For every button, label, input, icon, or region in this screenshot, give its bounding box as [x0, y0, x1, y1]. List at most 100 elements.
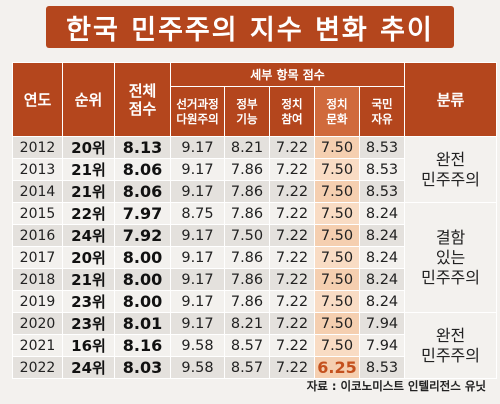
header-government-function: 정부 기능	[224, 86, 270, 137]
total-score-cell: 7.97	[114, 202, 171, 225]
table-row: 2016 24위 7.92 9.17 7.50 7.22 7.50 8.24	[12, 224, 497, 247]
government-function-cell: 8.21	[224, 136, 270, 159]
header-rank: 순위	[62, 62, 115, 137]
year-cell: 2015	[12, 202, 63, 225]
header-line: 정부	[236, 96, 258, 111]
rank-cell: 23위	[62, 312, 115, 335]
total-score-cell: 8.06	[114, 180, 171, 203]
government-function-cell: 8.57	[224, 356, 270, 379]
civil-liberties-cell: 8.24	[358, 224, 406, 247]
year-cell: 2018	[12, 268, 63, 291]
year-cell: 2019	[12, 290, 63, 313]
political-culture-cell: 7.50	[314, 246, 360, 269]
year-cell: 2021	[12, 334, 63, 357]
header-political-culture: 정치 문화	[314, 86, 360, 137]
electoral-pluralism-cell: 9.17	[170, 180, 225, 203]
political-culture-cell: 7.50	[314, 290, 360, 313]
header-line: 다원주의	[176, 111, 219, 126]
classification-line: 있는	[435, 247, 466, 267]
government-function-cell: 7.86	[224, 246, 270, 269]
civil-liberties-cell: 7.94	[358, 312, 406, 335]
classification-line: 민주주의	[421, 345, 480, 365]
political-culture-cell: 7.50	[314, 136, 360, 159]
table-row: 2015 22위 7.97 8.75 7.86 7.22 7.50 8.24 결함 있는 민주주의	[12, 202, 498, 313]
table-row: 2013 21위 8.06 9.17 7.86 7.22 7.50 8.53	[12, 158, 497, 181]
civil-liberties-cell: 8.53	[358, 136, 406, 159]
government-function-cell: 7.86	[224, 290, 270, 313]
civil-liberties-cell: 8.53	[358, 180, 406, 203]
electoral-pluralism-cell: 8.75	[170, 202, 225, 225]
political-culture-cell: 7.50	[314, 202, 360, 225]
classification-line: 민주주의	[421, 169, 480, 189]
electoral-pluralism-cell: 9.58	[170, 334, 225, 357]
table-row: 2012 20위 8.13 9.17 8.21 7.22 7.50 8.53 완전 민주주의	[12, 136, 498, 203]
rank-cell: 24위	[62, 224, 115, 247]
classification-cell: 결함 있는 민주주의	[404, 202, 498, 313]
header-detail-group: 세부 항목 점수	[169, 62, 406, 87]
total-score-cell: 8.00	[114, 246, 171, 269]
header-total-line: 전체	[128, 81, 157, 100]
political-participation-cell: 7.22	[269, 136, 315, 159]
electoral-pluralism-cell: 9.17	[170, 312, 225, 335]
political-culture-cell: 7.50	[314, 334, 360, 357]
rank-cell: 21위	[62, 158, 115, 181]
classification-line: 완전	[435, 149, 466, 169]
total-score-cell: 7.92	[114, 224, 171, 247]
page-title: 한국 민주주의 지수 변화 추이	[46, 6, 454, 48]
header-line: 정치	[326, 96, 348, 111]
table-row: 2022 24위 8.03 9.58 8.57 7.22 6.25 8.53	[12, 356, 497, 379]
total-score-cell: 8.13	[114, 136, 171, 159]
header-political-participation: 정치 참여	[269, 86, 315, 137]
government-function-cell: 7.86	[224, 202, 270, 225]
year-cell: 2017	[12, 246, 63, 269]
table-row: 2021 16위 8.16 9.58 8.57 7.22 7.50 7.94	[12, 334, 497, 357]
total-score-cell: 8.00	[114, 268, 171, 291]
table-body: 2012 20위 8.13 9.17 8.21 7.22 7.50 8.53 완전 민주주의 201…	[12, 136, 498, 379]
electoral-pluralism-cell: 9.17	[170, 224, 225, 247]
rank-cell: 22위	[62, 202, 115, 225]
civil-liberties-cell: 8.24	[358, 268, 406, 291]
classification-line: 민주주의	[421, 267, 480, 287]
year-cell: 2013	[12, 158, 63, 181]
header-total: 전체 점수	[114, 62, 171, 137]
table-row: 2018 21위 8.00 9.17 7.86 7.22 7.50 8.24	[12, 268, 497, 291]
year-cell: 2012	[12, 136, 63, 159]
year-cell: 2020	[12, 312, 63, 335]
political-culture-cell: 7.50	[314, 268, 360, 291]
rank-cell: 21위	[62, 180, 115, 203]
electoral-pluralism-cell: 9.17	[170, 136, 225, 159]
political-culture-cell: 7.50	[314, 224, 360, 247]
table-row: 2014 21위 8.06 9.17 7.86 7.22 7.50 8.53	[12, 180, 497, 203]
header-line: 자유	[371, 111, 393, 126]
government-function-cell: 8.57	[224, 334, 270, 357]
political-participation-cell: 7.22	[269, 202, 315, 225]
header-civil-liberties: 국민 자유	[358, 86, 406, 137]
table-row: 2017 20위 8.00 9.17 7.86 7.22 7.50 8.24	[12, 246, 497, 269]
rank-cell: 24위	[62, 356, 115, 379]
political-culture-cell: 7.50	[314, 158, 360, 181]
civil-liberties-cell: 8.24	[358, 246, 406, 269]
civil-liberties-cell: 8.53	[358, 356, 406, 379]
header-line: 참여	[281, 111, 303, 126]
total-score-cell: 8.00	[114, 290, 171, 313]
political-participation-cell: 7.22	[269, 334, 315, 357]
political-participation-cell: 7.22	[269, 246, 315, 269]
header-total-line: 점수	[128, 99, 157, 118]
democracy-index-table: 연도 순위 전체 점수 세부 항목 점수 분류 선거과정 다원주의 정부 기능 …	[12, 62, 498, 379]
electoral-pluralism-cell: 9.17	[170, 246, 225, 269]
civil-liberties-cell: 8.24	[358, 202, 406, 225]
header-line: 문화	[326, 111, 348, 126]
header-line: 국민	[371, 96, 393, 111]
political-participation-cell: 7.22	[269, 224, 315, 247]
electoral-pluralism-cell: 9.17	[170, 158, 225, 181]
total-score-cell: 8.01	[114, 312, 171, 335]
table-row: 2020 23위 8.01 9.17 8.21 7.22 7.50 7.94 완전 민주주의	[12, 312, 498, 379]
header-year: 연도	[12, 62, 63, 137]
civil-liberties-cell: 7.94	[358, 334, 406, 357]
total-score-cell: 8.06	[114, 158, 171, 181]
political-participation-cell: 7.22	[269, 158, 315, 181]
government-function-cell: 7.86	[224, 180, 270, 203]
rank-cell: 21위	[62, 268, 115, 291]
year-cell: 2022	[12, 356, 63, 379]
government-function-cell: 7.50	[224, 224, 270, 247]
